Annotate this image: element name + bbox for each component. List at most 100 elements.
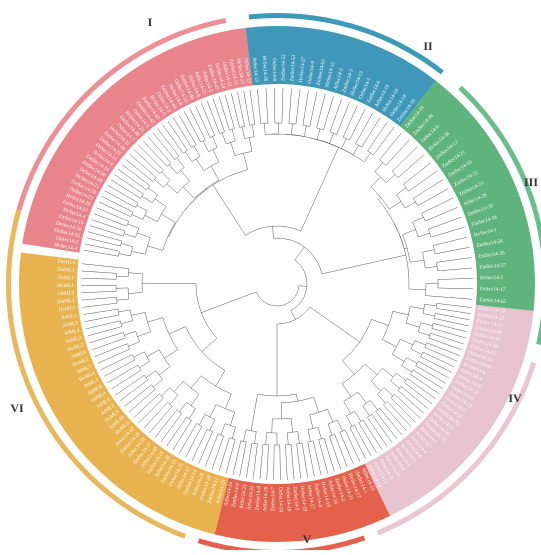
- internal-branch: [413, 217, 424, 222]
- internal-branch: [114, 349, 130, 356]
- internal-branch: [161, 406, 172, 419]
- terminal-branch: [393, 140, 410, 158]
- internal-branch: [236, 111, 240, 128]
- internal-branch: [161, 172, 170, 180]
- internal-branch: [191, 376, 201, 388]
- terminal-branch: [417, 171, 437, 185]
- internal-branch: [379, 147, 390, 160]
- internal-branch: [291, 311, 296, 320]
- internal-branch: [423, 314, 435, 316]
- internal-branch: [407, 358, 417, 364]
- internal-branch: [401, 386, 414, 397]
- terminal-branch: [179, 114, 192, 136]
- internal-branch: [151, 398, 163, 410]
- terminal-branch: [317, 457, 321, 475]
- internal-branch: [214, 434, 218, 443]
- leaf-label: ZmSec14-52: [280, 54, 287, 81]
- terminal-branch: [417, 163, 431, 174]
- internal-branch: [358, 392, 366, 403]
- terminal-branch: [149, 419, 161, 433]
- internal-branch: [106, 273, 116, 274]
- internal-branch: [291, 260, 307, 311]
- internal-branch: [231, 439, 235, 455]
- internal-branch: [343, 361, 355, 375]
- internal-branch: [118, 344, 127, 348]
- internal-branch: [404, 382, 412, 388]
- terminal-branch: [82, 264, 100, 266]
- internal-branch: [146, 371, 156, 378]
- terminal-branch: [448, 288, 473, 289]
- internal-branch: [323, 141, 347, 151]
- internal-branch: [244, 430, 246, 442]
- internal-branch: [225, 394, 231, 409]
- internal-branch: [403, 229, 416, 234]
- terminal-branch: [173, 118, 183, 133]
- internal-branch: [299, 286, 307, 287]
- internal-branch: [427, 343, 443, 349]
- terminal-branch: [441, 331, 465, 338]
- internal-branch: [214, 118, 220, 134]
- terminal-branch: [298, 454, 301, 479]
- internal-branch: [107, 297, 117, 298]
- internal-branch: [232, 129, 235, 141]
- internal-branch: [137, 233, 150, 238]
- internal-branch: [382, 368, 393, 377]
- terminal-branch: [426, 189, 448, 201]
- internal-branch: [431, 234, 441, 237]
- terminal-branch: [266, 88, 267, 113]
- internal-branch: [410, 260, 424, 262]
- terminal-branch: [240, 459, 243, 477]
- internal-branch: [392, 354, 404, 361]
- terminal-branch: [98, 356, 114, 363]
- internal-branch: [147, 162, 159, 174]
- internal-branch: [298, 432, 300, 444]
- internal-branch: [179, 402, 186, 412]
- internal-branch: [308, 442, 310, 452]
- internal-branch: [192, 423, 197, 432]
- internal-branch: [247, 109, 250, 126]
- terminal-branch: [207, 101, 213, 118]
- internal-branch: [226, 438, 229, 448]
- internal-branch: [182, 420, 191, 434]
- terminal-branch: [443, 349, 460, 356]
- internal-branch: [104, 242, 121, 246]
- internal-branch: [429, 338, 438, 341]
- internal-branch: [297, 444, 298, 454]
- internal-branch: [162, 214, 176, 222]
- internal-branch: [169, 189, 207, 236]
- internal-branch: [152, 394, 159, 401]
- internal-branch: [155, 199, 166, 207]
- internal-branch: [295, 247, 305, 260]
- terminal-branch: [144, 410, 161, 428]
- internal-branch: [102, 315, 119, 318]
- internal-branch: [231, 142, 235, 155]
- internal-branch: [253, 115, 254, 125]
- terminal-branch: [312, 92, 317, 116]
- internal-branch: [435, 252, 445, 254]
- terminal-branch: [321, 449, 327, 473]
- internal-branch: [251, 394, 257, 430]
- internal-branch: [400, 339, 413, 345]
- internal-branch: [372, 319, 389, 325]
- leaf-label: ZmML1: [57, 267, 75, 274]
- terminal-branch: [88, 232, 112, 239]
- internal-branch: [221, 122, 224, 131]
- internal-branch: [411, 349, 422, 354]
- terminal-branch: [190, 108, 201, 130]
- terminal-branch: [104, 368, 120, 376]
- internal-branch: [250, 443, 252, 453]
- terminal-branch: [81, 271, 106, 273]
- internal-branch: [161, 402, 168, 409]
- internal-branch: [425, 217, 434, 221]
- internal-branch: [394, 394, 406, 406]
- internal-branch: [418, 233, 429, 237]
- internal-branch: [181, 417, 187, 425]
- internal-branch: [436, 308, 446, 310]
- terminal-branch: [253, 461, 255, 479]
- internal-branch: [285, 134, 336, 146]
- internal-branch: [392, 160, 404, 172]
- internal-branch: [302, 443, 305, 460]
- terminal-branch: [81, 292, 99, 293]
- tree-branches: [81, 88, 473, 480]
